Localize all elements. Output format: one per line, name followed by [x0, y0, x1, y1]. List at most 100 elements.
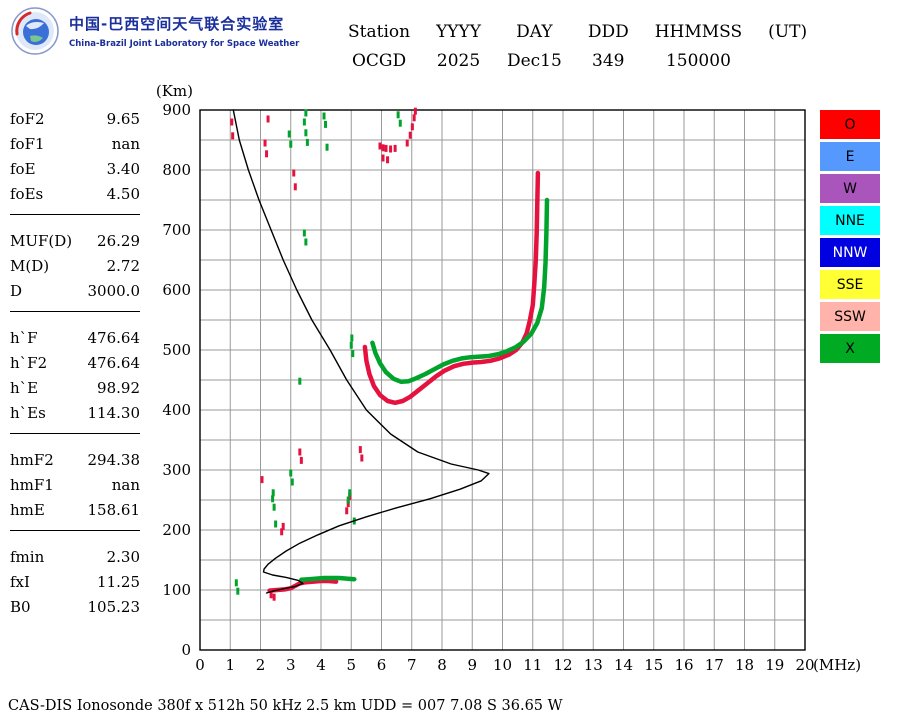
echo-dot	[405, 139, 409, 147]
x-tick-label: 1	[225, 656, 235, 674]
parameter-label: hmF1	[10, 475, 54, 494]
station-header-column: DAY Dec15	[507, 18, 562, 76]
legend-item-e: E	[820, 142, 880, 171]
header-field-name: HHMMSS	[654, 22, 743, 42]
x-tick-label: 5	[346, 656, 356, 674]
x-tick-label: 7	[407, 656, 417, 674]
separator-line	[10, 311, 140, 312]
x-tick-label: 16	[674, 656, 693, 674]
echo-dot	[274, 520, 278, 528]
x-tick-label: 18	[735, 656, 754, 674]
echo-dot	[412, 114, 416, 122]
station-header-column: DDD 349	[588, 18, 629, 76]
parameter-label: foEs	[10, 184, 44, 203]
echo-dot	[348, 492, 352, 500]
parameter-label: h`E	[10, 378, 39, 397]
echo-dot	[265, 150, 269, 158]
parameter-value: nan	[111, 475, 140, 494]
header-field-name: DAY	[516, 22, 553, 42]
y-tick-label: 500	[162, 341, 191, 359]
y-tick-label: 400	[162, 401, 191, 419]
parameter-row: h`F2 476.64	[10, 350, 140, 375]
header-field-value: 2025	[436, 51, 481, 71]
echo-dot	[263, 139, 267, 147]
echo-dot	[269, 591, 273, 599]
echo-dot	[325, 143, 329, 151]
parameter-label: D	[10, 281, 23, 300]
echo-dot	[322, 112, 326, 120]
echo-dot	[289, 469, 293, 477]
parameter-value: 3000.0	[87, 281, 141, 300]
echo-dot	[290, 478, 294, 486]
y-tick-label: 900	[162, 101, 191, 119]
echo-dot	[304, 129, 308, 137]
echo-trace	[299, 575, 357, 583]
legend-item-w: W	[820, 174, 880, 203]
echo-trace	[370, 197, 550, 385]
echo-dot	[234, 579, 238, 587]
legend-item-x: X	[820, 334, 880, 363]
parameter-row: h`Es 114.30	[10, 400, 140, 425]
x-tick-label: 11	[523, 656, 542, 674]
parameter-value: 476.64	[87, 353, 141, 372]
echo-dot	[410, 123, 414, 131]
parameter-row: hmF1 nan	[10, 472, 140, 497]
parameter-value: 2.30	[106, 547, 140, 566]
brand-text: 中国-巴西空间天气联合实验室 China-Brazil Joint Labora…	[69, 13, 299, 49]
y-tick-label: 700	[162, 221, 191, 239]
echo-dot	[408, 131, 412, 139]
echo-dot	[293, 183, 297, 191]
echo-dot	[413, 107, 417, 115]
echo-dot	[349, 341, 353, 349]
parameter-value: 3.40	[106, 159, 140, 178]
x-tick-label: 3	[286, 656, 296, 674]
echo-dot	[266, 115, 270, 123]
x-tick-label: 10	[493, 656, 512, 674]
parameter-value: 9.65	[106, 109, 140, 128]
echo-dot	[348, 489, 352, 497]
brand: 中国-巴西空间天气联合实验室 China-Brazil Joint Labora…	[10, 6, 299, 56]
y-tick-label: 800	[162, 161, 191, 179]
echo-dot	[230, 118, 234, 126]
station-header-column: HHMMSS 150000	[655, 18, 742, 76]
header-field-value: 349	[592, 51, 625, 71]
x-axis-unit: (MHz)	[813, 656, 861, 674]
echo-trace	[362, 170, 541, 406]
parameter-value: 98.92	[97, 378, 140, 397]
echo-dot	[351, 350, 355, 358]
x-tick-label: 6	[377, 656, 387, 674]
header-field-name: Station	[348, 22, 411, 42]
parameter-row: fmin 2.30	[10, 544, 140, 569]
echo-dot	[299, 456, 303, 464]
parameter-row: fxI 11.25	[10, 569, 140, 594]
echo-dot	[287, 130, 291, 138]
echo-dot	[360, 454, 364, 462]
header-field-value: 150000	[665, 51, 731, 71]
x-tick-label: 8	[437, 656, 447, 674]
x-tick-label: 2	[256, 656, 266, 674]
echo-dot	[305, 138, 309, 146]
echo-dot	[302, 229, 306, 237]
x-tick-label: 19	[765, 656, 784, 674]
x-tick-label: 12	[553, 656, 572, 674]
parameter-label: foE	[10, 159, 36, 178]
legend-item-sse: SSE	[820, 270, 880, 299]
parameter-label: B0	[10, 597, 31, 616]
echo-dot	[398, 119, 402, 127]
legend-item-nne: NNE	[820, 206, 880, 235]
legend-item-o: O	[820, 110, 880, 139]
parameter-value: 4.50	[106, 184, 140, 203]
echo-dot	[260, 476, 264, 484]
parameter-row: h`E 98.92	[10, 375, 140, 400]
parameter-label: h`F	[10, 328, 38, 347]
echo-dot	[393, 144, 397, 152]
header-field-name: DDD	[587, 22, 629, 42]
echo-dot	[236, 587, 240, 595]
x-tick-label: 15	[644, 656, 663, 674]
echo-dot	[302, 118, 306, 126]
echo-dot	[345, 507, 349, 515]
parameter-row: hmF2 294.38	[10, 447, 140, 472]
lab-title-zh: 中国-巴西空间天气联合实验室	[69, 15, 285, 33]
echo-dot	[384, 144, 388, 152]
